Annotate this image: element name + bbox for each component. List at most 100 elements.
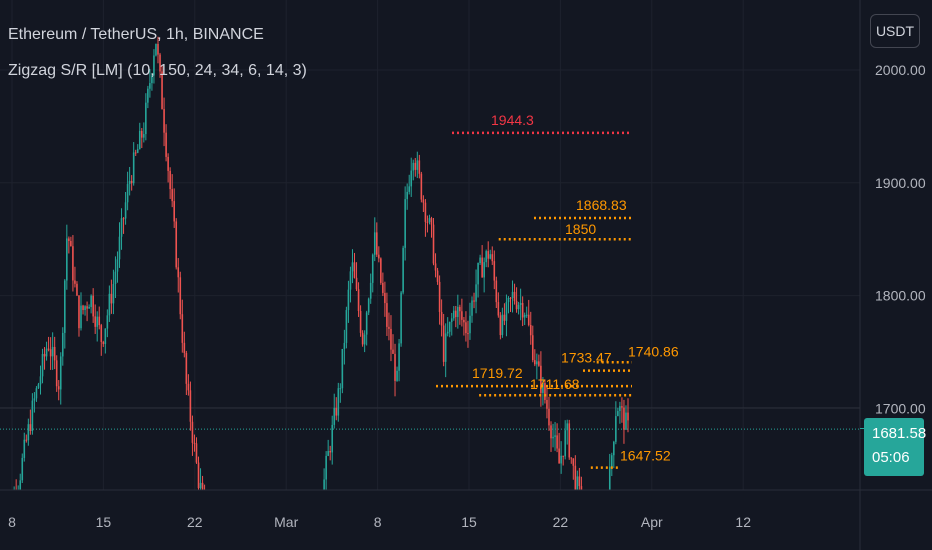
candle-body (560, 455, 562, 464)
candle-body (19, 480, 22, 490)
sr-levels: 1944.3 1868.83 1850 1740.86 1733.47 1719.72 17… (436, 112, 679, 469)
sr-level-label: 1647.52 (620, 448, 671, 464)
candle-body (625, 412, 627, 430)
candle-body (499, 315, 502, 336)
candle-body (343, 342, 346, 349)
candle-body (424, 202, 427, 222)
candle-body (78, 295, 80, 329)
candle-body (558, 448, 560, 464)
candle-body (53, 346, 56, 361)
candle-body (108, 293, 111, 316)
candle-body (369, 282, 372, 299)
candle-body (66, 238, 68, 281)
candle-body (390, 328, 392, 350)
candle-body (157, 43, 159, 55)
candle-body (487, 251, 490, 259)
candle-body (173, 201, 176, 222)
candle-body (572, 458, 575, 466)
candle-body (151, 75, 153, 84)
time-axis[interactable]: 8 15 22 Mar 8 15 22 Apr 12 (0, 489, 932, 530)
candle-body (169, 170, 171, 190)
candle-body (94, 316, 96, 327)
candle-body (408, 186, 411, 192)
candle-body (126, 184, 129, 203)
candle-body (132, 152, 135, 184)
candle-body (404, 199, 406, 248)
current-price-value: 1681.58 (872, 425, 927, 442)
symbol-title[interactable]: Ethereum / TetherUS, 1h, BINANCE (8, 26, 264, 43)
candle-body (529, 324, 532, 336)
candle-body (323, 479, 325, 490)
candle-body (398, 343, 400, 371)
candle-body (163, 109, 165, 133)
candle-body (335, 407, 338, 416)
candle-body (568, 423, 571, 458)
candle-body (179, 277, 182, 315)
candle-body (61, 332, 64, 357)
candle-body (102, 341, 105, 345)
candle-body (465, 322, 467, 334)
candle-body (98, 316, 101, 326)
candle-body (392, 349, 394, 354)
candle-body (388, 326, 390, 329)
candle-body (104, 328, 107, 345)
candle-body (70, 240, 72, 247)
time-tick-label: 15 (461, 514, 477, 530)
candle-body (130, 180, 133, 184)
indicator-legend[interactable]: Zigzag S/R [LM] (10, 150, 24, 34, 6, 14,… (8, 62, 307, 79)
price-tick-label: 2000.00 (875, 62, 926, 78)
candle-body (116, 259, 119, 272)
candle-body (503, 314, 506, 321)
candle-body (566, 423, 569, 431)
currency-button[interactable]: USDT (870, 14, 920, 48)
candle-body (122, 218, 125, 220)
candle-body (92, 295, 94, 317)
candle-body (57, 386, 60, 390)
candle-body (187, 383, 190, 391)
candle-body (467, 333, 469, 335)
candle-body (59, 356, 62, 390)
candle-body (432, 224, 435, 264)
candle-body (345, 310, 348, 343)
candle-body (143, 134, 145, 138)
candle-body (177, 267, 180, 278)
candle-body (76, 283, 78, 296)
candle-body (147, 88, 149, 103)
candle-body (45, 348, 48, 357)
candle-body (440, 311, 443, 326)
candle-body (88, 307, 90, 309)
candle-body (519, 302, 522, 306)
candle-body (359, 310, 362, 333)
time-tick-label: 22 (553, 514, 569, 530)
candle-body (361, 332, 364, 345)
candle-body (49, 349, 52, 357)
candle-body (331, 424, 334, 453)
candle-body (471, 300, 473, 316)
candle-body (333, 407, 336, 425)
candle-body (134, 152, 137, 154)
candle-body (191, 421, 194, 443)
candle-body (110, 293, 113, 304)
candle-body (195, 443, 198, 463)
candle-body (82, 305, 84, 311)
candle-body (201, 482, 204, 490)
candle-body (355, 277, 358, 290)
candle-body (627, 412, 629, 421)
candle-body (349, 271, 352, 290)
candle-body (171, 189, 173, 202)
candle-body (501, 314, 504, 336)
candle-body (378, 254, 380, 259)
candle-body (329, 451, 331, 453)
candle-body (64, 280, 66, 333)
candle-body (493, 261, 496, 281)
candle-body (371, 254, 374, 283)
candle-body (422, 199, 425, 203)
candle-body (136, 149, 139, 153)
price-axis[interactable]: 2000.00 1900.00 1800.00 1700.00 (859, 0, 926, 550)
candle-body (394, 353, 396, 381)
time-tick-label: 22 (187, 514, 203, 530)
candle-body (118, 236, 121, 260)
candle-body (428, 218, 431, 223)
candle-body (446, 331, 449, 334)
